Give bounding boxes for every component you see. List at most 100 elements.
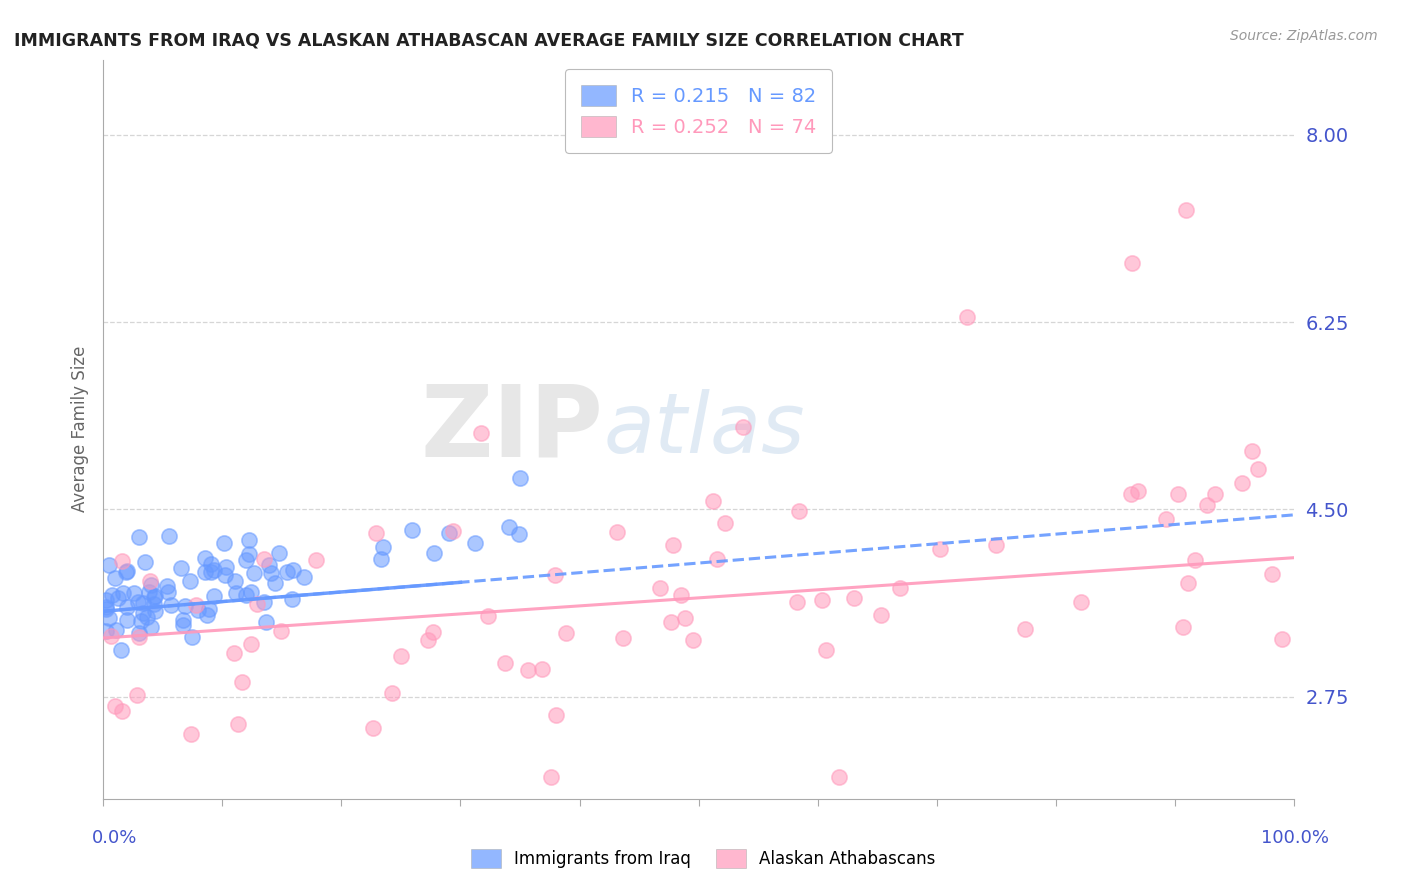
Point	[172, 617, 194, 632]
Point	[170, 561, 193, 575]
Point	[1241, 444, 1264, 458]
Point	[181, 630, 204, 644]
Point	[131, 614, 153, 628]
Point	[195, 607, 218, 622]
Point	[606, 524, 628, 539]
Point	[114, 566, 136, 580]
Point	[441, 524, 464, 538]
Point	[186, 598, 208, 612]
Point	[731, 420, 754, 434]
Point	[132, 607, 155, 621]
Point	[214, 536, 236, 550]
Legend: Immigrants from Iraq, Alaskan Athabascans: Immigrants from Iraq, Alaskan Athabascan…	[464, 843, 942, 875]
Point	[1119, 487, 1142, 501]
Point	[671, 588, 693, 602]
Point	[1126, 484, 1149, 499]
Point	[238, 547, 260, 561]
Point	[235, 588, 257, 602]
Point	[179, 574, 201, 588]
Point	[125, 688, 148, 702]
Point	[110, 554, 132, 568]
Point	[811, 592, 834, 607]
Point	[682, 632, 704, 647]
Point	[134, 555, 156, 569]
Point	[143, 598, 166, 612]
Point	[132, 596, 155, 610]
Point	[714, 516, 737, 531]
Point	[1204, 486, 1226, 500]
Point	[200, 566, 222, 580]
Point	[416, 632, 439, 647]
Point	[160, 598, 183, 612]
Point	[143, 590, 166, 604]
Point	[105, 623, 128, 637]
Point	[1154, 511, 1177, 525]
Point	[706, 551, 728, 566]
Legend: R = 0.215   N = 82, R = 0.252   N = 74: R = 0.215 N = 82, R = 0.252 N = 74	[565, 70, 832, 153]
Point	[530, 662, 553, 676]
Point	[269, 546, 291, 560]
Point	[110, 642, 132, 657]
Point	[107, 591, 129, 605]
Point	[100, 628, 122, 642]
Point	[1195, 498, 1218, 512]
Point	[1175, 202, 1198, 217]
Point	[136, 610, 159, 624]
Point	[112, 586, 135, 600]
Point	[401, 523, 423, 537]
Point	[104, 571, 127, 585]
Point	[143, 605, 166, 619]
Point	[128, 530, 150, 544]
Point	[662, 538, 685, 552]
Point	[215, 560, 238, 574]
Point	[786, 594, 808, 608]
Point	[97, 611, 120, 625]
Point	[648, 581, 671, 595]
Point	[815, 643, 838, 657]
Point	[122, 586, 145, 600]
Point	[889, 581, 911, 595]
Point	[260, 566, 283, 581]
Point	[194, 550, 217, 565]
Point	[928, 541, 950, 556]
Point	[986, 538, 1008, 552]
Point	[157, 585, 180, 599]
Text: atlas: atlas	[603, 389, 806, 470]
Point	[156, 579, 179, 593]
Text: ZIP: ZIP	[420, 381, 603, 477]
Point	[202, 562, 225, 576]
Point	[1167, 487, 1189, 501]
Point	[128, 630, 150, 644]
Point	[157, 529, 180, 543]
Point	[842, 591, 865, 605]
Point	[111, 705, 134, 719]
Point	[281, 563, 304, 577]
Text: 100.0%: 100.0%	[1261, 830, 1329, 847]
Point	[366, 525, 388, 540]
Point	[94, 599, 117, 614]
Point	[870, 607, 893, 622]
Point	[264, 576, 287, 591]
Text: IMMIGRANTS FROM IRAQ VS ALASKAN ATHABASCAN AVERAGE FAMILY SIZE CORRELATION CHART: IMMIGRANTS FROM IRAQ VS ALASKAN ATHABASC…	[14, 31, 963, 49]
Point	[128, 625, 150, 640]
Point	[828, 770, 851, 784]
Point	[238, 533, 260, 547]
Point	[141, 620, 163, 634]
Point	[222, 646, 245, 660]
Point	[235, 553, 257, 567]
Point	[1177, 576, 1199, 591]
Point	[373, 540, 395, 554]
Point	[246, 597, 269, 611]
Point	[257, 558, 280, 573]
Point	[540, 770, 562, 784]
Point	[187, 603, 209, 617]
Point	[956, 310, 979, 324]
Point	[173, 599, 195, 613]
Point	[141, 578, 163, 592]
Point	[361, 722, 384, 736]
Point	[115, 564, 138, 578]
Point	[612, 632, 634, 646]
Point	[239, 585, 262, 599]
Point	[94, 602, 117, 616]
Text: Source: ZipAtlas.com: Source: ZipAtlas.com	[1230, 29, 1378, 43]
